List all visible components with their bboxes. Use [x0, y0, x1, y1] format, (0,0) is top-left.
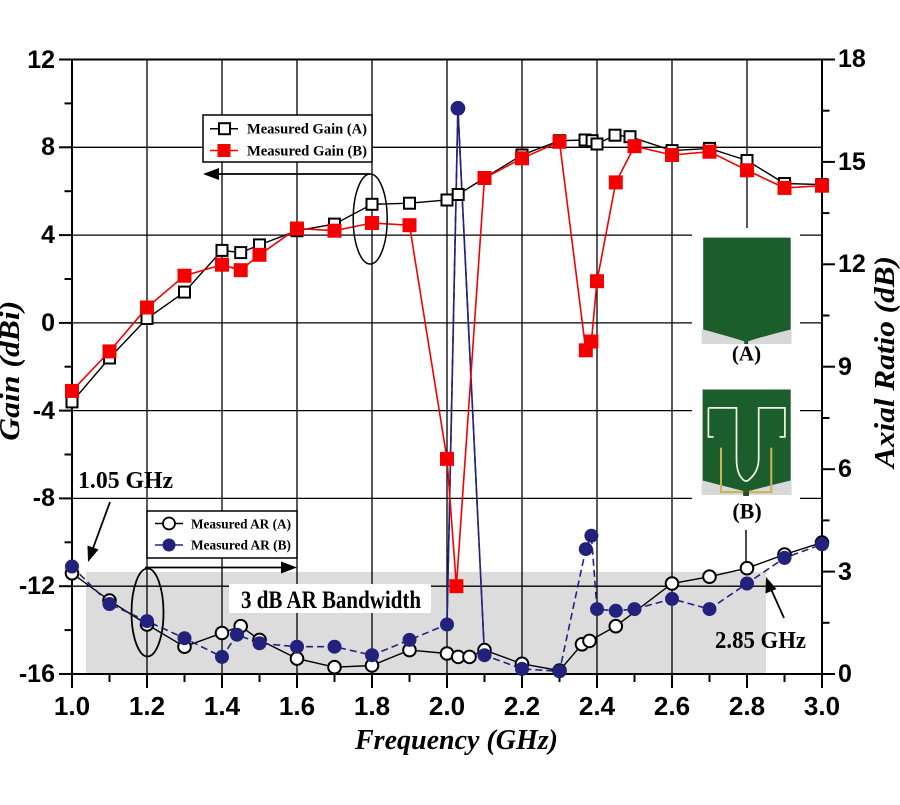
svg-text:1.05 GHz: 1.05 GHz [78, 468, 173, 494]
svg-text:18: 18 [838, 45, 866, 73]
svg-text:1.4: 1.4 [204, 691, 241, 721]
svg-text:Frequency (GHz): Frequency (GHz) [354, 725, 558, 756]
svg-text:15: 15 [838, 148, 866, 176]
svg-text:3 dB AR Bandwidth: 3 dB AR Bandwidth [241, 587, 421, 614]
svg-text:4: 4 [41, 221, 55, 249]
svg-text:Gain (dBi): Gain (dBi) [0, 301, 26, 441]
svg-text:-16: -16 [19, 660, 55, 688]
svg-text:Measured Gain (A): Measured Gain (A) [247, 122, 367, 138]
svg-text:Measured AR (B): Measured AR (B) [191, 539, 291, 554]
svg-text:2.4: 2.4 [579, 691, 616, 721]
svg-text:12: 12 [27, 46, 55, 74]
svg-text:1.0: 1.0 [54, 691, 90, 721]
svg-text:Axial Ratio (dB): Axial Ratio (dB) [870, 256, 900, 470]
svg-text:3.0: 3.0 [804, 691, 840, 721]
svg-text:Measured Gain (B): Measured Gain (B) [247, 144, 367, 160]
svg-text:0: 0 [41, 309, 55, 337]
svg-text:1.2: 1.2 [129, 691, 165, 721]
svg-text:1.6: 1.6 [279, 691, 315, 721]
svg-text:3: 3 [838, 558, 852, 586]
svg-text:2.2: 2.2 [504, 691, 540, 721]
svg-text:(B): (B) [732, 499, 761, 524]
svg-text:9: 9 [838, 353, 852, 381]
svg-text:6: 6 [838, 455, 852, 483]
svg-text:2.6: 2.6 [654, 691, 690, 721]
svg-text:8: 8 [41, 133, 55, 161]
svg-text:0: 0 [838, 660, 852, 688]
svg-text:-4: -4 [33, 397, 55, 425]
svg-text:(A): (A) [732, 342, 761, 366]
svg-text:2.0: 2.0 [429, 691, 465, 721]
svg-text:2.85 GHz: 2.85 GHz [715, 628, 806, 654]
svg-text:1.8: 1.8 [354, 691, 390, 721]
svg-text:Measured AR (A): Measured AR (A) [191, 518, 291, 533]
svg-text:12: 12 [838, 250, 866, 278]
svg-text:-8: -8 [33, 484, 55, 512]
svg-text:-12: -12 [19, 572, 55, 600]
svg-text:2.8: 2.8 [729, 691, 765, 721]
